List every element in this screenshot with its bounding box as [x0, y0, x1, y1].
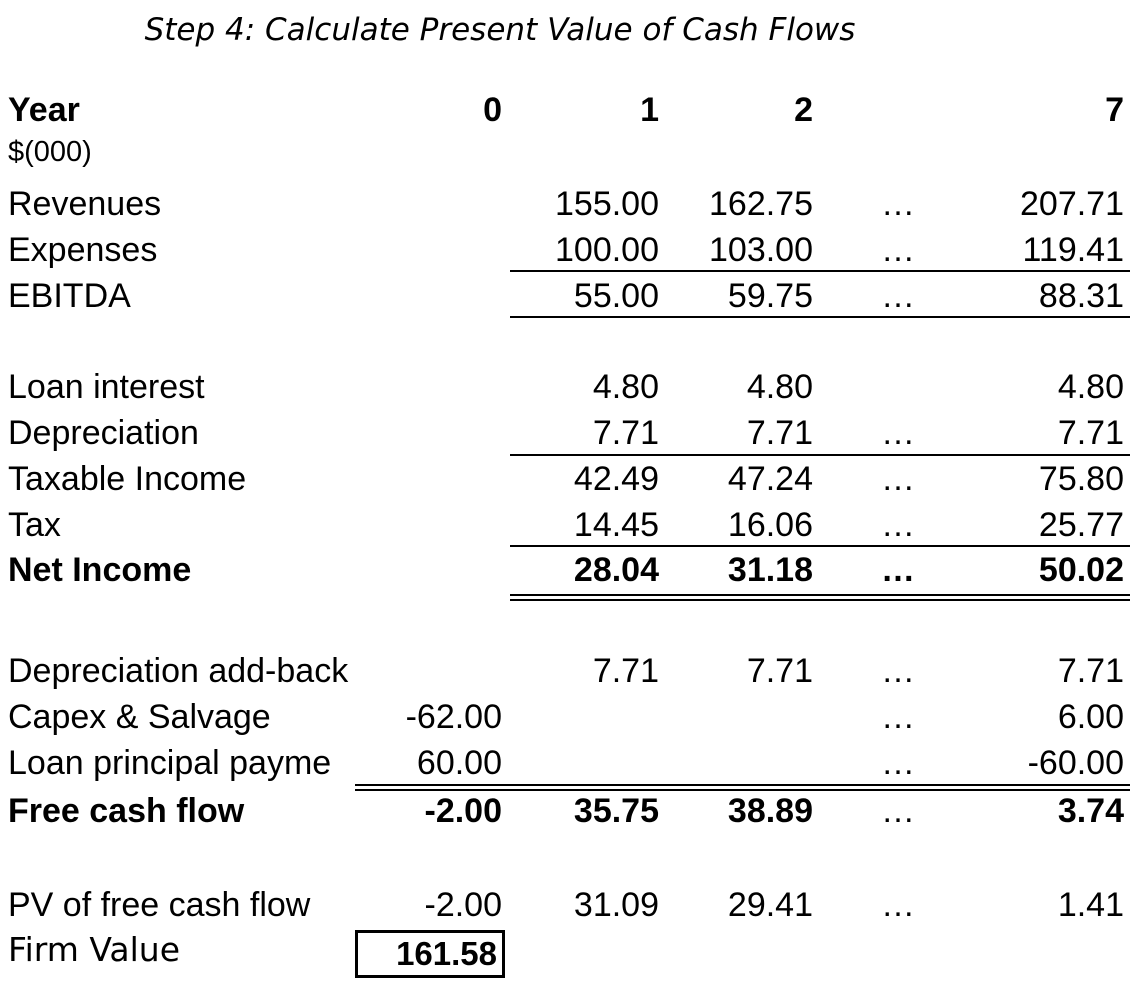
year-2-value: 47.24	[727, 460, 813, 498]
year-1-value: 14.45	[573, 506, 659, 544]
page-title: Step 4: Calculate Present Value of Cash …	[144, 12, 856, 48]
year-7-value: 50.02	[1038, 551, 1124, 589]
row-label: Loan principal payme	[8, 744, 332, 782]
year-0-value: -2.00	[424, 886, 503, 924]
ellipsis: …	[881, 506, 915, 544]
total-double-rule	[510, 594, 1130, 601]
ellipsis: …	[881, 886, 915, 924]
table-row: Revenues 155.00 162.75 … 207.71	[0, 182, 1141, 226]
table-row: Free cash flow -2.00 35.75 38.89 … 3.74	[0, 789, 1141, 833]
table-row: Taxable Income 42.49 47.24 … 75.80	[0, 457, 1141, 501]
table-row: Capex & Salvage -62.00 … 6.00	[0, 695, 1141, 739]
year-7: 7	[1105, 91, 1124, 129]
table-row: Depreciation 7.71 7.71 … 7.71	[0, 411, 1141, 455]
row-label: EBITDA	[8, 277, 131, 315]
year-2: 2	[794, 91, 813, 129]
row-label: PV of free cash flow	[8, 886, 311, 924]
row-label: Free cash flow	[8, 792, 245, 830]
year-1-value: 31.09	[573, 886, 659, 924]
ellipsis: …	[881, 414, 915, 452]
ellipsis: …	[881, 460, 915, 498]
year-1-value: 7.71	[592, 652, 659, 690]
row-label: Loan interest	[8, 368, 205, 406]
table-row: Depreciation add-back 7.71 7.71 … 7.71	[0, 649, 1141, 693]
year-7-value: 7.71	[1057, 652, 1124, 690]
year-2-value: 103.00	[709, 231, 813, 269]
year-0-value: 60.00	[416, 744, 502, 782]
year-1-value: 42.49	[573, 460, 659, 498]
row-label: Expenses	[8, 231, 158, 269]
ellipsis: …	[881, 277, 915, 315]
year-2-value: 38.89	[727, 792, 813, 830]
row-label: Net Income	[8, 551, 192, 589]
firm-value-label: Firm Value	[8, 930, 180, 969]
year-7-value: 3.74	[1057, 792, 1124, 830]
subtotal-rule	[510, 545, 1130, 547]
year-1-value: 100.00	[555, 231, 659, 269]
row-label: Tax	[8, 506, 61, 544]
table-row: Loan principal payme 60.00 … -60.00	[0, 741, 1141, 785]
ellipsis: …	[881, 652, 915, 690]
year-2-value: 59.75	[727, 277, 813, 315]
row-label: Depreciation add-back	[8, 652, 349, 690]
year-0-value: -62.00	[405, 698, 502, 736]
year-2-value: 4.80	[746, 368, 813, 406]
row-label: Revenues	[8, 185, 162, 223]
year-0: 0	[483, 91, 502, 129]
table-row: PV of free cash flow -2.00 31.09 29.41 ……	[0, 883, 1141, 927]
subtotal-rule	[510, 316, 1130, 318]
year-7-value: 88.31	[1038, 277, 1124, 315]
year-7-value: -60.00	[1027, 744, 1124, 782]
table-row: Loan interest 4.80 4.80 4.80	[0, 365, 1141, 409]
year-7-value: 119.41	[1022, 231, 1124, 269]
year-2-value: 162.75	[709, 185, 813, 223]
ellipsis: …	[881, 744, 915, 782]
year-label: Year	[8, 91, 80, 129]
year-1-value: 4.80	[592, 368, 659, 406]
year-2-value: 16.06	[727, 506, 813, 544]
year-1: 1	[640, 91, 659, 129]
year-1-value: 55.00	[573, 277, 659, 315]
year-7-value: 7.71	[1057, 414, 1124, 452]
year-7-value: 25.77	[1038, 506, 1124, 544]
row-label: Taxable Income	[8, 460, 247, 498]
unit-row: $(000)	[0, 130, 1141, 174]
ellipsis: …	[881, 551, 915, 589]
year-7-value: 4.80	[1057, 368, 1124, 406]
year-1-value: 28.04	[573, 551, 659, 589]
year-1-value: 35.75	[573, 792, 659, 830]
year-7-value: 1.41	[1057, 886, 1124, 924]
ellipsis: …	[881, 792, 915, 830]
table-row: Expenses 100.00 103.00 … 119.41	[0, 228, 1141, 272]
year-2-value: 31.18	[727, 551, 813, 589]
table-row: Net Income 28.04 31.18 … 50.02	[0, 548, 1141, 592]
row-label: Capex & Salvage	[8, 698, 271, 736]
subtotal-rule	[510, 270, 1130, 272]
year-1-value: 155.00	[555, 185, 659, 223]
subtotal-rule	[510, 454, 1130, 456]
table-row: Tax 14.45 16.06 … 25.77	[0, 503, 1141, 547]
header-row: Year 0 1 2 7	[0, 88, 1141, 132]
ellipsis: …	[881, 185, 915, 223]
year-7-value: 75.80	[1038, 460, 1124, 498]
year-2-value: 29.41	[727, 886, 813, 924]
unit-label: $(000)	[8, 136, 92, 168]
ellipsis: …	[881, 698, 915, 736]
year-2-value: 7.71	[746, 652, 813, 690]
year-2-value: 7.71	[746, 414, 813, 452]
year-7-value: 207.71	[1020, 185, 1124, 223]
table-row: EBITDA 55.00 59.75 … 88.31	[0, 274, 1141, 318]
ellipsis: …	[881, 231, 915, 269]
year-0-value: -2.00	[424, 792, 503, 830]
year-7-value: 6.00	[1057, 698, 1124, 736]
row-label: Depreciation	[8, 414, 199, 452]
total-double-rule	[355, 784, 1130, 791]
year-1-value: 7.71	[592, 414, 659, 452]
firm-value-box: 161.58	[355, 930, 505, 978]
